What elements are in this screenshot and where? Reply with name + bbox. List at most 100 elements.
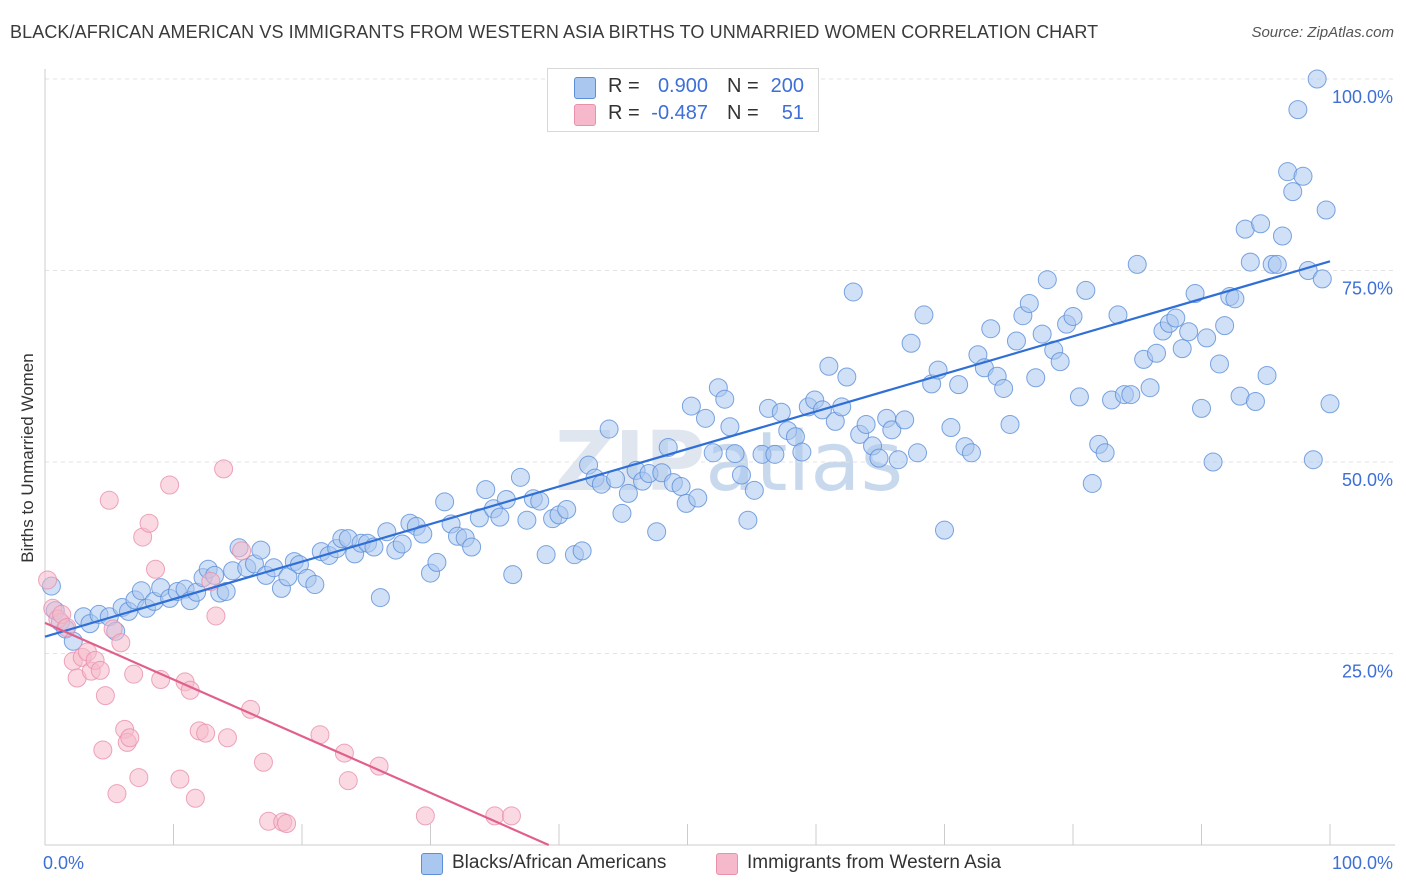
blacks-point — [994, 378, 1014, 398]
western-asia-point — [160, 475, 180, 495]
blacks-point — [1026, 368, 1046, 388]
western-asia-point — [206, 606, 226, 626]
blacks-point — [305, 575, 325, 595]
x-tick-label: 100.0% — [1332, 853, 1393, 873]
blacks-point — [1272, 226, 1292, 246]
blue-swatch — [574, 77, 596, 99]
western-asia-point — [217, 728, 237, 748]
blacks-point — [413, 524, 433, 544]
blacks-point — [1245, 391, 1265, 411]
blacks-point — [1312, 269, 1332, 289]
blacks-point — [695, 408, 715, 428]
blacks-point — [1050, 352, 1070, 372]
blacks-point — [1307, 69, 1327, 89]
blacks-point — [901, 333, 921, 353]
blacks-point — [462, 537, 482, 557]
blacks-point — [1257, 365, 1277, 385]
blacks-point — [819, 356, 839, 376]
western-asia-point — [196, 723, 216, 743]
blacks-point — [688, 488, 708, 508]
blacks-point — [392, 534, 412, 554]
source-credit: Source: ZipAtlas.com — [1251, 24, 1394, 41]
western-asia-point — [99, 490, 119, 510]
blacks-point — [941, 418, 961, 438]
western-asia-point — [232, 541, 252, 561]
blacks-point — [658, 437, 678, 457]
blacks-point — [837, 367, 857, 387]
western-asia-point — [93, 740, 113, 760]
blacks-point — [370, 588, 390, 608]
blacks-point — [1095, 443, 1115, 463]
blacks-point — [765, 444, 785, 464]
blacks-point — [935, 520, 954, 540]
western-asia-point — [501, 806, 521, 826]
western-asia-point — [338, 771, 358, 791]
blacks-point — [914, 305, 934, 325]
blacks-point — [843, 282, 863, 302]
blacks-point — [1032, 324, 1052, 344]
blacks-point — [792, 442, 812, 462]
blacks-point — [1225, 289, 1245, 309]
blacks-point — [1215, 316, 1235, 336]
western-asia-point — [124, 664, 144, 684]
blacks-point — [856, 414, 876, 434]
n-label: N = — [727, 75, 759, 97]
blacks-point — [503, 565, 523, 585]
blacks-trend-line — [44, 260, 1331, 638]
r-value: 0.900 — [657, 75, 708, 97]
blacks-point — [476, 480, 496, 500]
pink-swatch — [574, 104, 596, 126]
y-tick-label: 75.0% — [1342, 279, 1393, 299]
blacks-point — [681, 396, 701, 416]
blacks-point — [536, 545, 556, 565]
blacks-point — [1000, 414, 1020, 434]
western-asia-point — [253, 752, 273, 772]
blacks-point — [1147, 343, 1167, 363]
blacks-point — [1320, 394, 1340, 414]
blacks-point — [715, 389, 735, 409]
r-label: R = — [608, 102, 640, 124]
western-asia-point — [38, 570, 58, 590]
legend-row-western-asia: R = -0.487 N = 51 — [548, 100, 818, 128]
blacks-point — [557, 499, 577, 519]
western-asia-point — [415, 806, 435, 826]
blacks-point — [599, 419, 619, 439]
blacks-point — [1283, 182, 1303, 202]
x-tick-label: 0.0% — [43, 853, 84, 873]
blue-swatch — [421, 853, 443, 875]
blacks-point — [869, 448, 889, 468]
blacks-point — [612, 503, 632, 523]
blacks-point — [744, 480, 764, 500]
series-blacks — [41, 69, 1340, 651]
blacks-point — [1293, 166, 1313, 186]
blacks-point — [572, 541, 592, 561]
blacks-point — [961, 443, 981, 463]
blacks-point — [510, 467, 530, 487]
blacks-point — [1209, 354, 1229, 374]
western-asia-point — [214, 459, 234, 479]
blacks-point — [131, 581, 151, 601]
chart-title: BLACK/AFRICAN AMERICAN VS IMMIGRANTS FRO… — [10, 22, 1099, 42]
blacks-point — [671, 477, 691, 497]
blacks-point — [1082, 473, 1102, 493]
blacks-point — [647, 522, 667, 542]
y-tick-label: 50.0% — [1342, 470, 1393, 490]
correlation-legend: R = 0.900 N = 200 R = -0.487 N = 51 — [547, 68, 819, 132]
blacks-point — [771, 402, 791, 422]
legend-label-blacks: Blacks/African Americans — [452, 852, 667, 873]
western-asia-point — [120, 728, 140, 748]
blacks-point — [1127, 254, 1147, 274]
n-value: 51 — [781, 102, 804, 124]
r-value: -0.487 — [651, 102, 708, 124]
blacks-point — [517, 510, 537, 530]
blacks-point — [720, 417, 740, 437]
blacks-point — [1069, 387, 1089, 407]
r-label: R = — [608, 75, 640, 97]
blacks-point — [895, 410, 915, 430]
blacks-point — [738, 510, 758, 530]
blacks-point — [1185, 283, 1205, 303]
blacks-point — [725, 444, 745, 464]
blacks-point — [1166, 308, 1186, 328]
blacks-point — [1019, 293, 1039, 313]
